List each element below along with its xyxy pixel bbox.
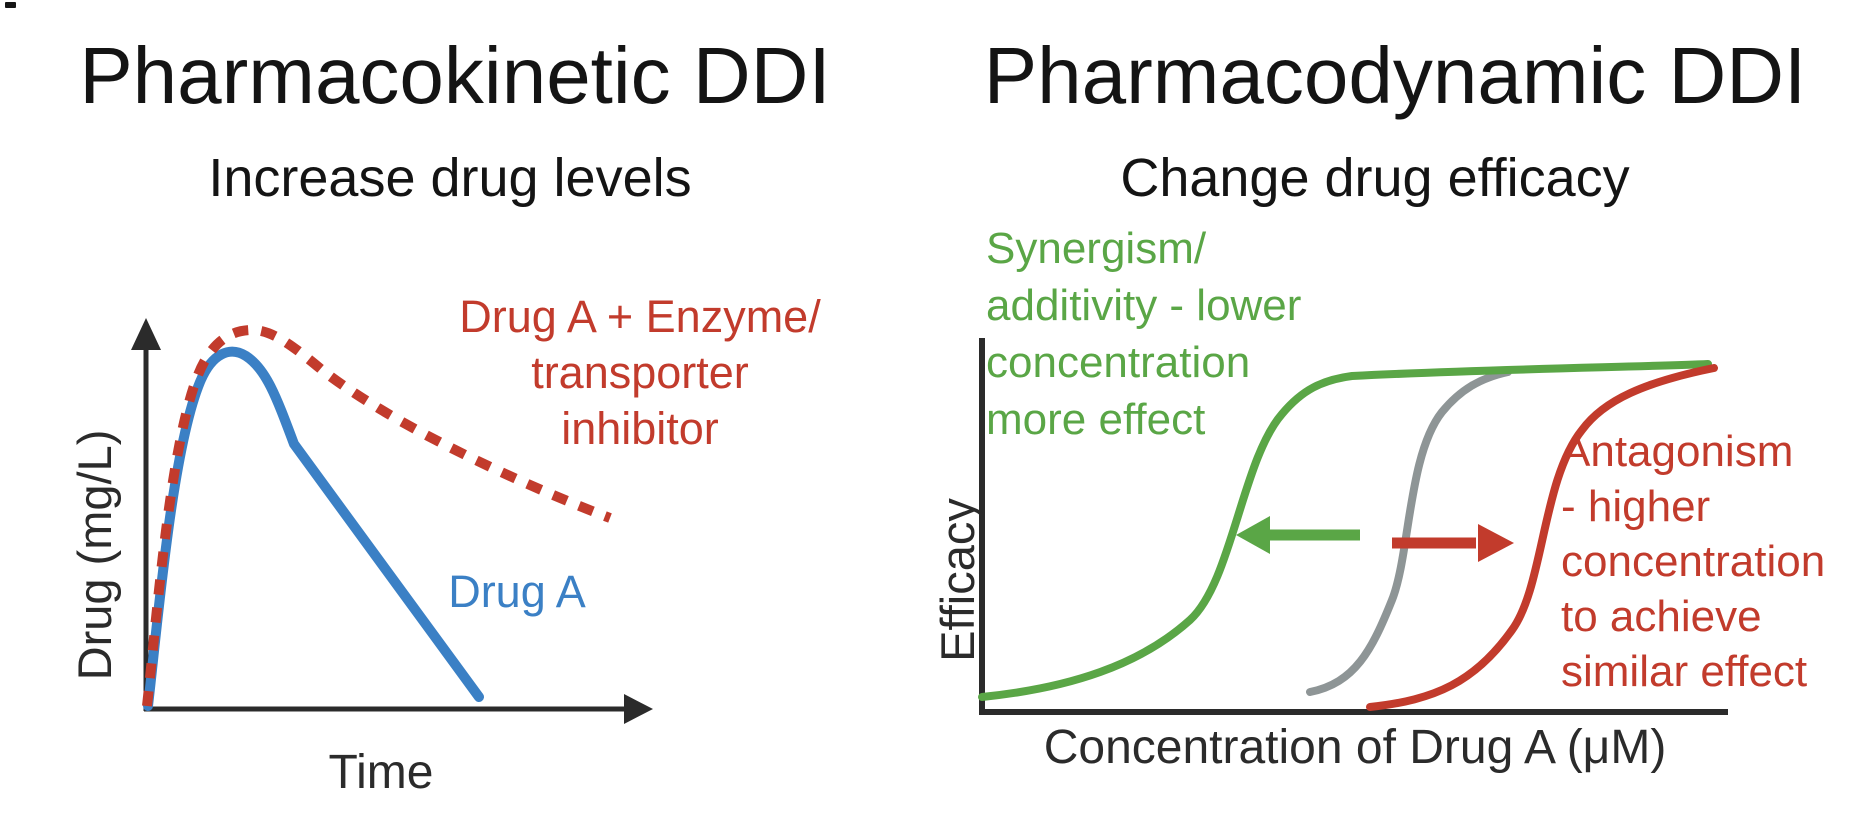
- antagonism-label-line5: similar effect: [1561, 647, 1808, 696]
- pk-y-axis-label: Drug (mg/L): [68, 429, 121, 681]
- antagonism-label-line1: Antagonism: [1561, 427, 1794, 476]
- pd-curve-antagonism: [1366, 364, 1718, 711]
- antagonism-label-line2: - higher: [1561, 482, 1711, 531]
- right-shift-arrowhead-icon: [1478, 524, 1514, 562]
- pd-curve-synergism: [978, 360, 1712, 701]
- antagonism-label-line3: concentration: [1561, 537, 1826, 586]
- antagonism-label: Antagonism - higher concentration to ach…: [1561, 424, 1866, 699]
- left-panel-subtitle: Increase drug levels: [208, 148, 692, 208]
- left-shift-arrowhead-icon: [1236, 516, 1270, 554]
- pk-y-axis-arrowhead-icon: [131, 318, 161, 350]
- inhibitor-curve-label-line3: inhibitor: [561, 403, 719, 454]
- pd-chart: [978, 338, 1728, 715]
- synergism-label-line4: more effect: [986, 395, 1206, 444]
- pd-x-axis-label: Concentration of Drug A (μM): [1043, 721, 1667, 774]
- synergism-label-line2: additivity - lower: [986, 281, 1302, 330]
- synergism-label-line1: Synergism/: [986, 224, 1207, 273]
- pk-x-axis-label: Time: [328, 746, 434, 799]
- pk-x-axis-arrowhead-icon: [624, 694, 653, 724]
- inhibitor-curve-label-line2: transporter: [531, 347, 749, 398]
- drug-a-curve-label: Drug A: [448, 566, 586, 617]
- antagonism-label-line4: to achieve: [1561, 592, 1762, 641]
- pk-chart: [131, 318, 653, 724]
- inhibitor-curve-label: Drug A + Enzyme/ transporter inhibitor: [420, 289, 860, 457]
- synergism-label: Synergism/ additivity - lower concentrat…: [986, 220, 1406, 448]
- right-panel-title: Pharmacodynamic DDI: [983, 31, 1807, 120]
- pd-y-axis-label: Efficacy: [931, 498, 984, 662]
- corner-artifact: [5, 2, 16, 8]
- right-panel-subtitle: Change drug efficacy: [1120, 148, 1630, 208]
- synergism-label-line3: concentration: [986, 338, 1251, 387]
- pk-curve-drug-a-plus-inhibitor: [142, 324, 612, 707]
- left-panel-title: Pharmacokinetic DDI: [79, 31, 831, 120]
- pd-curve-reference-gray: [1306, 368, 1512, 696]
- inhibitor-curve-label-line1: Drug A + Enzyme/: [459, 291, 821, 342]
